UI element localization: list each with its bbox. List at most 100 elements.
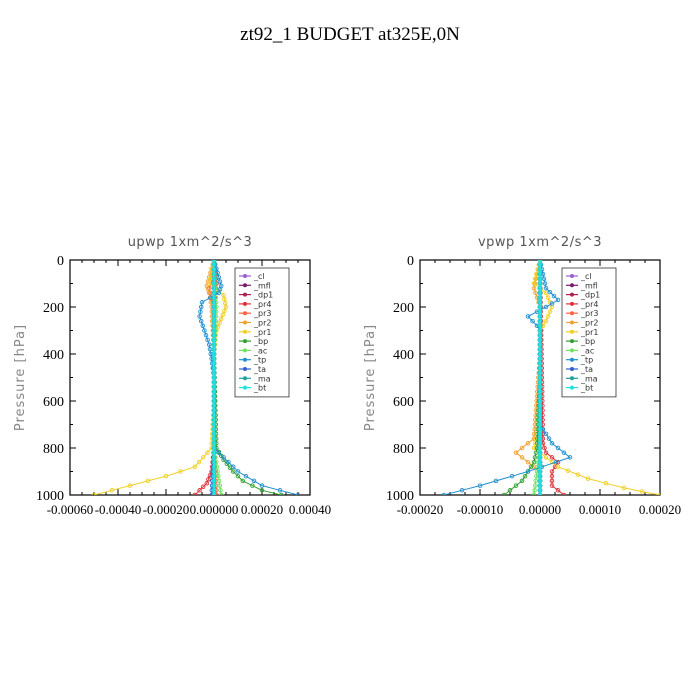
data-point bbox=[537, 450, 543, 455]
data-point bbox=[537, 347, 543, 352]
data-point bbox=[211, 285, 217, 291]
data-point bbox=[513, 450, 519, 455]
x-tick-label: 0.00040 bbox=[289, 502, 331, 517]
legend-label: _pr3 bbox=[580, 309, 598, 318]
data-point bbox=[534, 295, 540, 300]
data-point bbox=[537, 412, 543, 418]
data-point bbox=[200, 484, 206, 490]
data-point bbox=[537, 351, 543, 357]
data-point bbox=[565, 468, 571, 473]
legend-marker bbox=[243, 376, 247, 381]
data-point bbox=[543, 450, 549, 455]
legend-marker bbox=[570, 376, 574, 381]
data-point bbox=[537, 290, 543, 296]
data-point bbox=[537, 337, 543, 343]
legend-label: _pr3 bbox=[253, 309, 271, 318]
data-point bbox=[259, 488, 265, 493]
data-point bbox=[206, 477, 211, 482]
x-tick-label: 0.00000 bbox=[519, 502, 561, 517]
data-point bbox=[501, 492, 507, 495]
data-point bbox=[209, 492, 214, 495]
x-tick-label: -0.00020 bbox=[397, 502, 444, 517]
data-point bbox=[531, 492, 537, 495]
data-point bbox=[537, 361, 543, 366]
y-tick-label: 0 bbox=[57, 254, 64, 269]
legend-marker bbox=[570, 301, 574, 306]
legend-marker bbox=[570, 311, 574, 316]
data-point bbox=[220, 312, 226, 318]
data-point bbox=[211, 464, 217, 470]
data-point bbox=[537, 309, 543, 314]
data-point bbox=[211, 483, 217, 488]
data-point bbox=[218, 492, 224, 495]
data-point bbox=[537, 464, 543, 470]
data-point bbox=[230, 464, 236, 470]
data-point bbox=[540, 271, 546, 277]
data-point bbox=[211, 436, 217, 441]
data-point bbox=[567, 455, 573, 460]
legend-label: _dp1 bbox=[253, 291, 273, 300]
y-axis-label: Pressure [hPa] bbox=[13, 324, 28, 431]
data-point bbox=[555, 488, 561, 493]
data-point bbox=[555, 297, 561, 303]
legend-marker bbox=[570, 339, 574, 344]
data-point bbox=[537, 365, 543, 371]
data-point bbox=[549, 473, 555, 479]
data-point bbox=[547, 309, 553, 314]
y-tick-label: 200 bbox=[393, 301, 414, 316]
data-point bbox=[534, 469, 540, 474]
data-point bbox=[211, 488, 217, 493]
data-point bbox=[223, 304, 229, 310]
data-point bbox=[545, 314, 551, 319]
data-point bbox=[525, 441, 531, 446]
data-point bbox=[540, 426, 546, 432]
data-point bbox=[533, 412, 538, 418]
y-axis-label: Pressure [hPa] bbox=[363, 324, 378, 431]
data-point bbox=[221, 455, 226, 460]
data-point bbox=[251, 478, 257, 484]
data-point bbox=[211, 309, 217, 314]
data-point bbox=[207, 473, 213, 478]
data-point bbox=[542, 281, 548, 286]
data-point bbox=[197, 314, 202, 319]
legend-marker bbox=[243, 367, 247, 371]
data-point bbox=[546, 436, 552, 441]
data-point bbox=[145, 478, 151, 484]
data-point bbox=[216, 450, 222, 455]
data-point bbox=[532, 422, 538, 427]
data-point bbox=[532, 426, 537, 432]
data-point bbox=[199, 300, 205, 305]
data-point bbox=[211, 281, 217, 286]
data-point bbox=[198, 304, 204, 310]
data-point bbox=[226, 459, 231, 465]
data-point bbox=[537, 356, 543, 361]
y-tick-label: 600 bbox=[393, 395, 414, 410]
legend-label: _pr4 bbox=[253, 300, 271, 309]
data-point bbox=[537, 445, 543, 451]
data-point bbox=[222, 308, 227, 314]
data-point bbox=[537, 384, 543, 390]
data-point bbox=[295, 492, 301, 495]
data-point bbox=[537, 426, 543, 432]
y-tick-label: 400 bbox=[43, 348, 64, 363]
data-point bbox=[603, 481, 609, 486]
data-point bbox=[211, 412, 217, 418]
data-point bbox=[534, 323, 540, 329]
legend-marker bbox=[243, 348, 247, 353]
data-point bbox=[200, 323, 206, 329]
y-tick-label: 1000 bbox=[36, 489, 64, 504]
data-point bbox=[218, 488, 223, 493]
data-point bbox=[205, 450, 210, 455]
data-point bbox=[198, 309, 203, 314]
legend-label: _ma bbox=[253, 374, 271, 383]
series-line-tp bbox=[443, 260, 572, 495]
data-point bbox=[537, 328, 543, 333]
legend-marker bbox=[243, 274, 247, 278]
data-point bbox=[211, 473, 217, 479]
legend-marker bbox=[243, 283, 247, 288]
data-point bbox=[585, 476, 591, 481]
data-point bbox=[549, 441, 555, 446]
data-point bbox=[217, 279, 223, 284]
legend-marker bbox=[243, 311, 247, 316]
data-point bbox=[211, 361, 217, 366]
